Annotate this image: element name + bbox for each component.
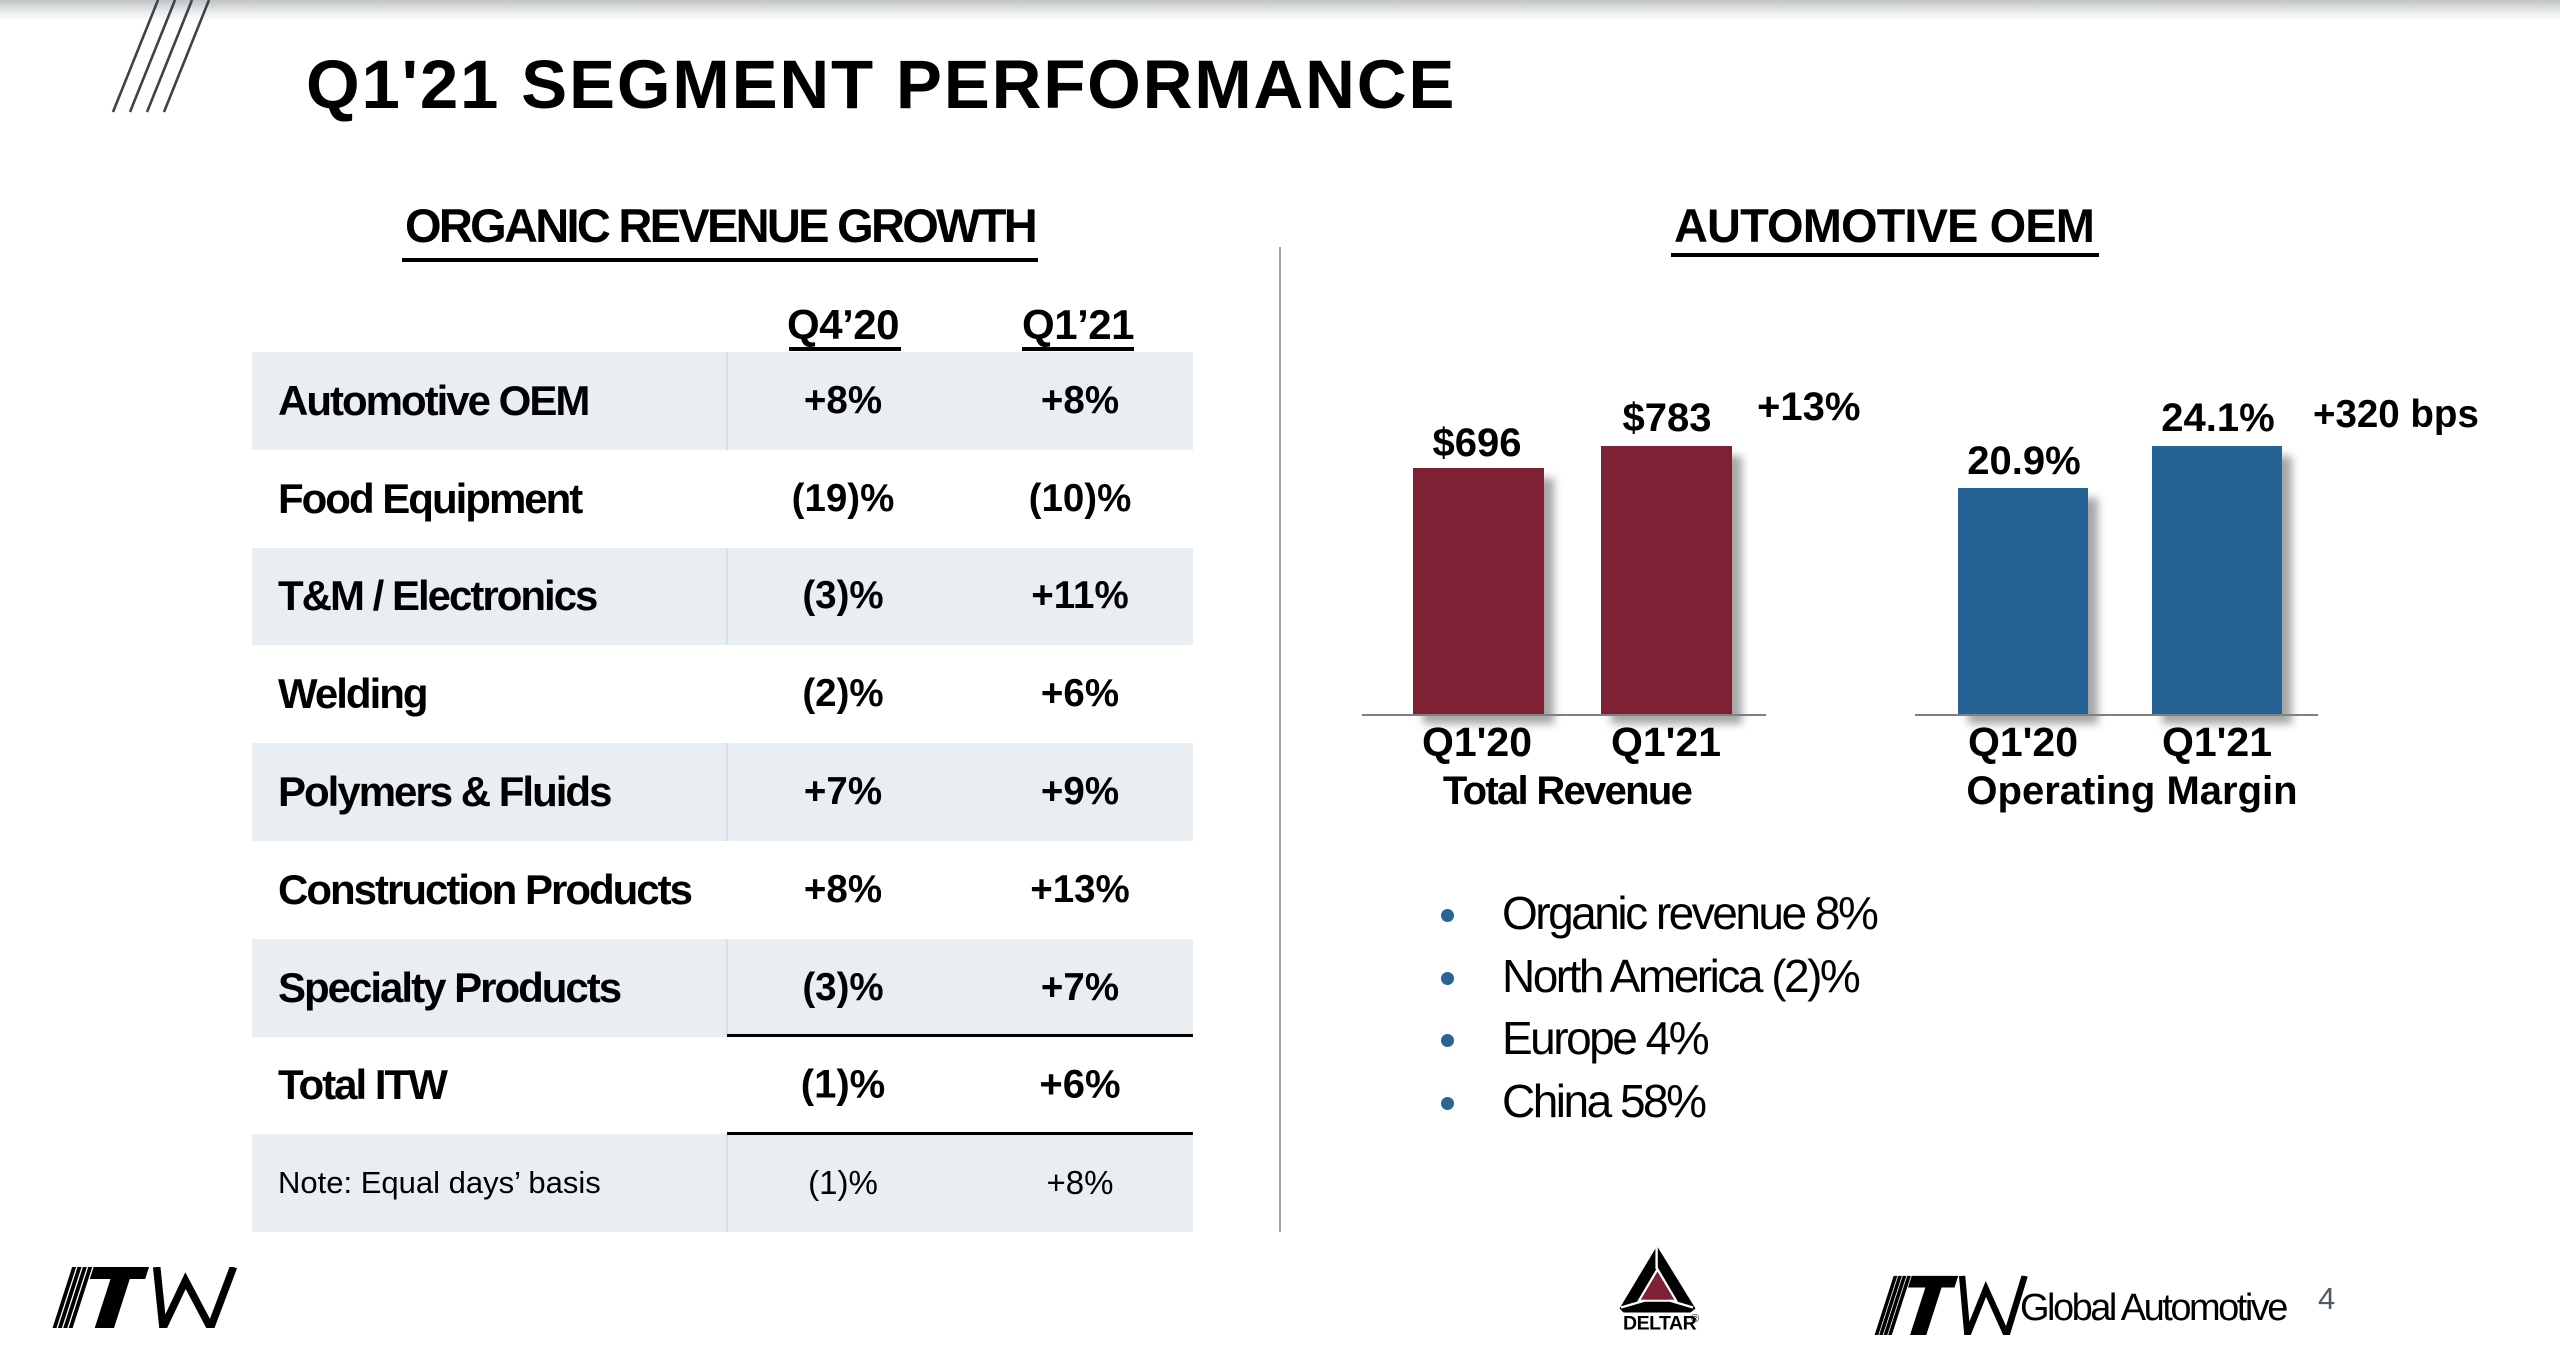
svg-text:®: ®	[1691, 1313, 1699, 1325]
svg-text:DELTAR: DELTAR	[1623, 1313, 1697, 1335]
